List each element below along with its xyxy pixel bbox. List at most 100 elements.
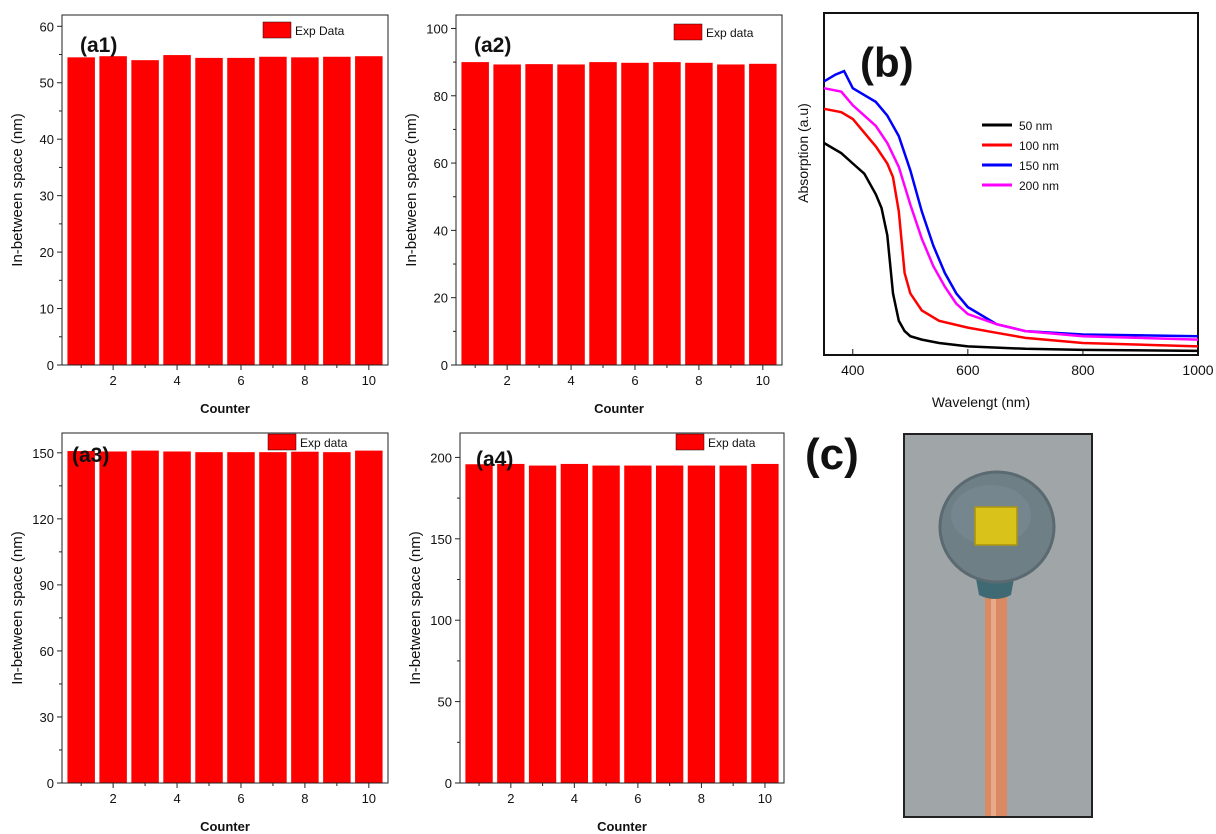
bar — [67, 57, 95, 365]
series-line — [823, 107, 1199, 348]
legend-swatch — [675, 433, 705, 451]
legend-label: Exp data — [708, 436, 756, 450]
y-tick-label: 50 — [40, 76, 54, 91]
x-tick-label: 8 — [301, 373, 308, 388]
y-tick-label: 40 — [434, 223, 448, 238]
bar — [560, 463, 589, 783]
x-tick-label: 6 — [631, 373, 638, 388]
bar — [195, 452, 223, 783]
y-tick-label: 60 — [40, 19, 54, 34]
legend-label: Exp data — [706, 26, 754, 40]
plot-frame — [823, 12, 1199, 356]
y-tick-label: 60 — [434, 156, 448, 171]
bar — [163, 451, 191, 783]
x-tick-label: 4 — [173, 791, 180, 806]
bar — [131, 60, 159, 366]
chart-a3: 2 4 6 8 10 0 30 60 90 120 150 Counter In-between spa… — [9, 432, 389, 834]
x-tick-label: 6 — [634, 791, 641, 806]
y-tick-label: 0 — [47, 776, 54, 791]
x-axis-label: Wavelengt (nm) — [932, 394, 1030, 410]
bar — [291, 451, 319, 783]
bar — [653, 62, 681, 365]
panel-label-a1: (a1) — [80, 34, 117, 57]
panel-label-a2: (a2) — [474, 34, 511, 57]
x-tick-label: 10 — [756, 373, 770, 388]
bar — [528, 465, 557, 783]
chart-b: 400 600 800 1000 Wavelengt (nm) Absorption (a… — [795, 12, 1214, 410]
bar — [195, 57, 223, 365]
y-tick-label: 20 — [434, 291, 448, 306]
bar — [67, 451, 95, 783]
legend-label: 100 nm — [1019, 139, 1059, 153]
y-axis-label: Absorption (a.u) — [795, 103, 811, 203]
bar — [323, 452, 351, 783]
y-axis-label: In-between space (nm) — [9, 531, 26, 684]
x-axis-label: Counter — [594, 401, 644, 416]
x-axis-label: Counter — [200, 819, 250, 834]
panel-label-a3: (a3) — [72, 444, 109, 467]
x-tick-label: 4 — [567, 373, 574, 388]
bar — [461, 62, 489, 365]
bar — [465, 464, 493, 783]
bar — [163, 55, 191, 365]
x-tick-label: 10 — [758, 791, 772, 806]
legend-swatch — [262, 21, 292, 39]
y-tick-label: 60 — [40, 644, 54, 659]
x-tick-label: 8 — [301, 791, 308, 806]
y-axis-label: In-between space (nm) — [9, 113, 26, 266]
x-tick-label: 10 — [362, 791, 376, 806]
series-line — [823, 86, 1199, 341]
bar — [355, 56, 383, 365]
bar — [557, 64, 585, 365]
panel-label-c: (c) — [805, 430, 859, 479]
y-axis-label: In-between space (nm) — [407, 531, 424, 684]
y-tick-label: 0 — [47, 358, 54, 373]
y-tick-label: 100 — [430, 613, 452, 628]
bar — [99, 451, 127, 783]
bar — [259, 56, 287, 365]
legend-label: 200 nm — [1019, 179, 1059, 193]
bar — [624, 465, 652, 783]
x-tick-label: 4 — [173, 373, 180, 388]
x-tick-label: 8 — [695, 373, 702, 388]
x-tick-label: 6 — [237, 373, 244, 388]
bar — [621, 62, 649, 366]
y-tick-label: 30 — [40, 710, 54, 725]
series-line — [823, 141, 1199, 353]
plot-frame — [459, 432, 785, 784]
y-tick-label: 50 — [438, 695, 452, 710]
y-tick-label: 0 — [445, 776, 452, 791]
x-tick-label: 4 — [571, 791, 578, 806]
y-tick-label: 120 — [32, 512, 54, 527]
bar — [323, 56, 351, 365]
y-tick-label: 30 — [40, 189, 54, 204]
plot-frame — [61, 14, 389, 366]
bar — [291, 57, 319, 365]
y-tick-label: 10 — [40, 302, 54, 317]
x-tick-label: 400 — [841, 362, 865, 378]
bar — [259, 452, 287, 783]
x-tick-label: 2 — [110, 791, 117, 806]
legend-swatch — [673, 23, 703, 41]
bar — [355, 450, 383, 783]
plot-frame — [61, 432, 389, 784]
chart-a1: 2 4 6 8 10 0 10 20 30 40 50 60 Counter In-between spa… — [9, 14, 389, 416]
bar — [131, 450, 159, 783]
bar — [227, 452, 255, 783]
x-tick-label: 2 — [507, 791, 514, 806]
x-tick-label: 800 — [1071, 362, 1095, 378]
x-tick-label: 8 — [698, 791, 705, 806]
y-tick-label: 150 — [430, 532, 452, 547]
bar — [99, 56, 127, 365]
bar — [525, 64, 553, 365]
bar — [497, 463, 525, 783]
bar — [685, 62, 713, 366]
legend-label: 50 nm — [1019, 119, 1052, 133]
sample-square — [974, 506, 1018, 546]
legend-label: 150 nm — [1019, 159, 1059, 173]
y-tick-label: 40 — [40, 132, 54, 147]
y-tick-label: 150 — [32, 446, 54, 461]
